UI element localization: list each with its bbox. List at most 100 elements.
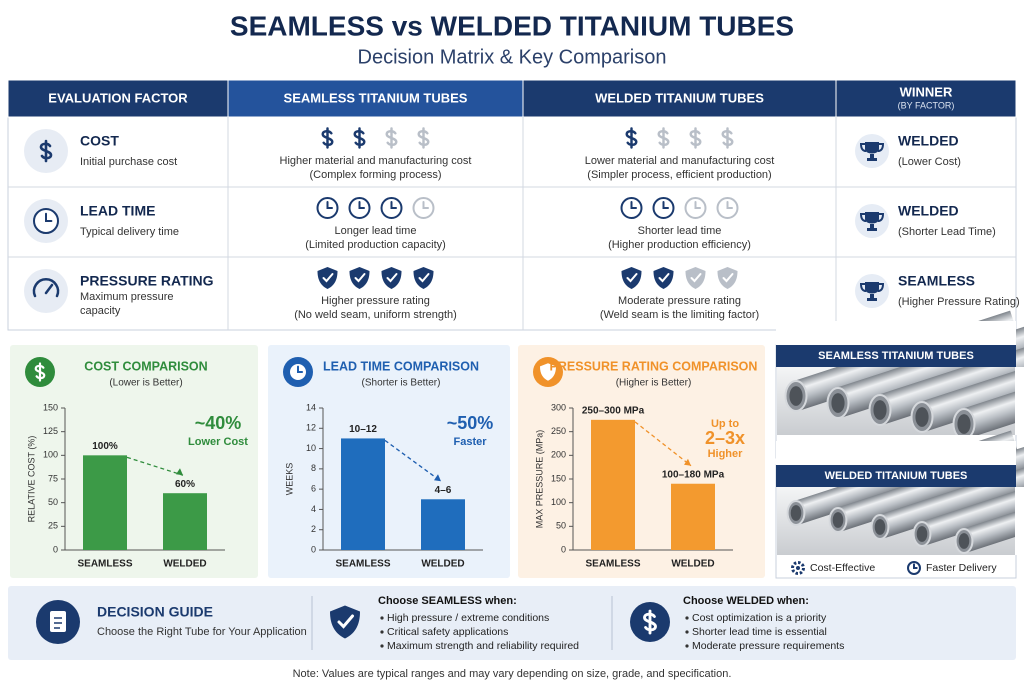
product-photo-topmask [776,441,1016,465]
y-tick-label: 12 [306,423,316,433]
bar-value-label: 100% [92,441,118,452]
shield-body [317,267,338,289]
bullet [685,644,689,648]
guide-bullet: Maximum strength and reliability require… [387,640,579,652]
matrix-header-cell [227,79,524,118]
matrix-frame [7,79,1017,331]
y-tick-label: 4 [311,504,316,514]
trophy-handles [859,143,885,152]
matrix-header: EVALUATION FACTOR [48,90,188,105]
factor-description: Maximum pressure [80,291,174,303]
y-tick-label: 0 [561,544,566,554]
pipe [876,444,1024,539]
bar [341,438,385,550]
rating-shield [349,267,370,289]
pipe-bore [958,533,970,549]
rating-text: Higher material and manufacturing cost [280,155,472,167]
rating-clock [652,197,675,219]
annotation: Up to [711,418,739,430]
shield-check [544,368,553,376]
shield-body [349,267,370,289]
product-photo-mask [1015,487,1024,555]
guide-heading: Choose WELDED when: [683,595,809,607]
trophy-handles [859,283,885,292]
rating-text: (Complex forming process) [309,169,441,181]
pipe [918,451,1024,546]
guide-bullet: Critical safety applications [387,626,508,638]
shield-body [413,267,434,289]
pipe-bore [831,393,845,413]
bar [591,419,635,550]
page-subtitle: Decision Matrix & Key Comparison [358,46,667,68]
x-tick-label: WELDED [163,559,206,570]
product-feature: Faster Delivery [926,562,997,574]
factor-description: capacity [80,305,121,317]
clock-hands [422,201,429,209]
rating-dollar [657,127,670,149]
bar [163,493,207,550]
rating-text: (Weld seam is the limiting factor) [600,309,759,321]
x-tick-label: WELDED [421,559,464,570]
rating-shield [717,267,738,289]
trophy-cup [865,142,879,161]
clock-hands [726,201,733,209]
y-tick-label: 50 [556,521,566,531]
rating-clock [412,197,435,219]
bar-value-label: 10–12 [349,424,377,435]
matrix-header: SEAMLESS TITANIUM TUBES [284,90,468,105]
winner-name: SEAMLESS [898,273,975,289]
shield-body [330,605,360,639]
bullet [380,630,384,634]
shield-check [626,273,638,283]
shield-body [685,267,706,289]
y-axis-label: RELATIVE COST (%) [26,436,36,523]
rating-shield [621,267,642,289]
factor-description: Initial purchase cost [80,156,177,168]
rating-clock [316,197,339,219]
rating-dollar [321,127,334,149]
rating-clock [620,197,643,219]
matrix-header-note: (BY FACTOR) [898,100,955,110]
bar-value-label: 250–300 MPa [582,405,645,416]
x-tick-label: SEAMLESS [585,559,640,570]
rating-dollar [689,127,702,149]
rating-clock [380,197,403,219]
shield-check [322,273,334,283]
clock-hands [358,201,365,209]
trend-arrow [634,421,692,467]
rating-text: (Higher production efficiency) [608,239,751,251]
y-tick-label: 75 [48,473,58,483]
annotation: ~40% [195,413,242,433]
winner-name: WELDED [898,203,959,219]
rating-shield [413,267,434,289]
pipe-bore [873,400,887,420]
guide-bullet: Moderate pressure requirements [692,640,844,652]
shield-icon [540,363,556,381]
clock-hands [630,201,637,209]
clock-hands [662,201,669,209]
y-tick-label: 250 [551,426,566,436]
y-tick-label: 150 [43,402,58,412]
annotation: ~50% [447,413,494,433]
chart-title: PRESSURE RATING COMPARISON [550,359,758,373]
gear-icon [791,561,805,575]
rating-text: Shorter lead time [638,225,722,237]
matrix-header: WINNER [900,84,953,99]
bullet [380,616,384,620]
y-tick-label: 0 [53,544,58,554]
dollar-icon [643,609,657,635]
trend-arrow [126,456,184,476]
rating-clock [684,197,707,219]
chart-title: COST COMPARISON [84,359,207,373]
annotation: 2–3x [705,428,745,448]
pipe-bore [790,505,802,521]
clipboard [50,611,66,632]
rating-clock [716,197,739,219]
y-axis-label: MAX PRESSURE (MPa) [534,430,544,529]
trophy-icon [855,134,889,168]
bar-value-label: 100–180 MPa [662,469,725,480]
trend-arrow [384,439,442,482]
product-header [776,345,1016,367]
rating-dollar [353,127,366,149]
